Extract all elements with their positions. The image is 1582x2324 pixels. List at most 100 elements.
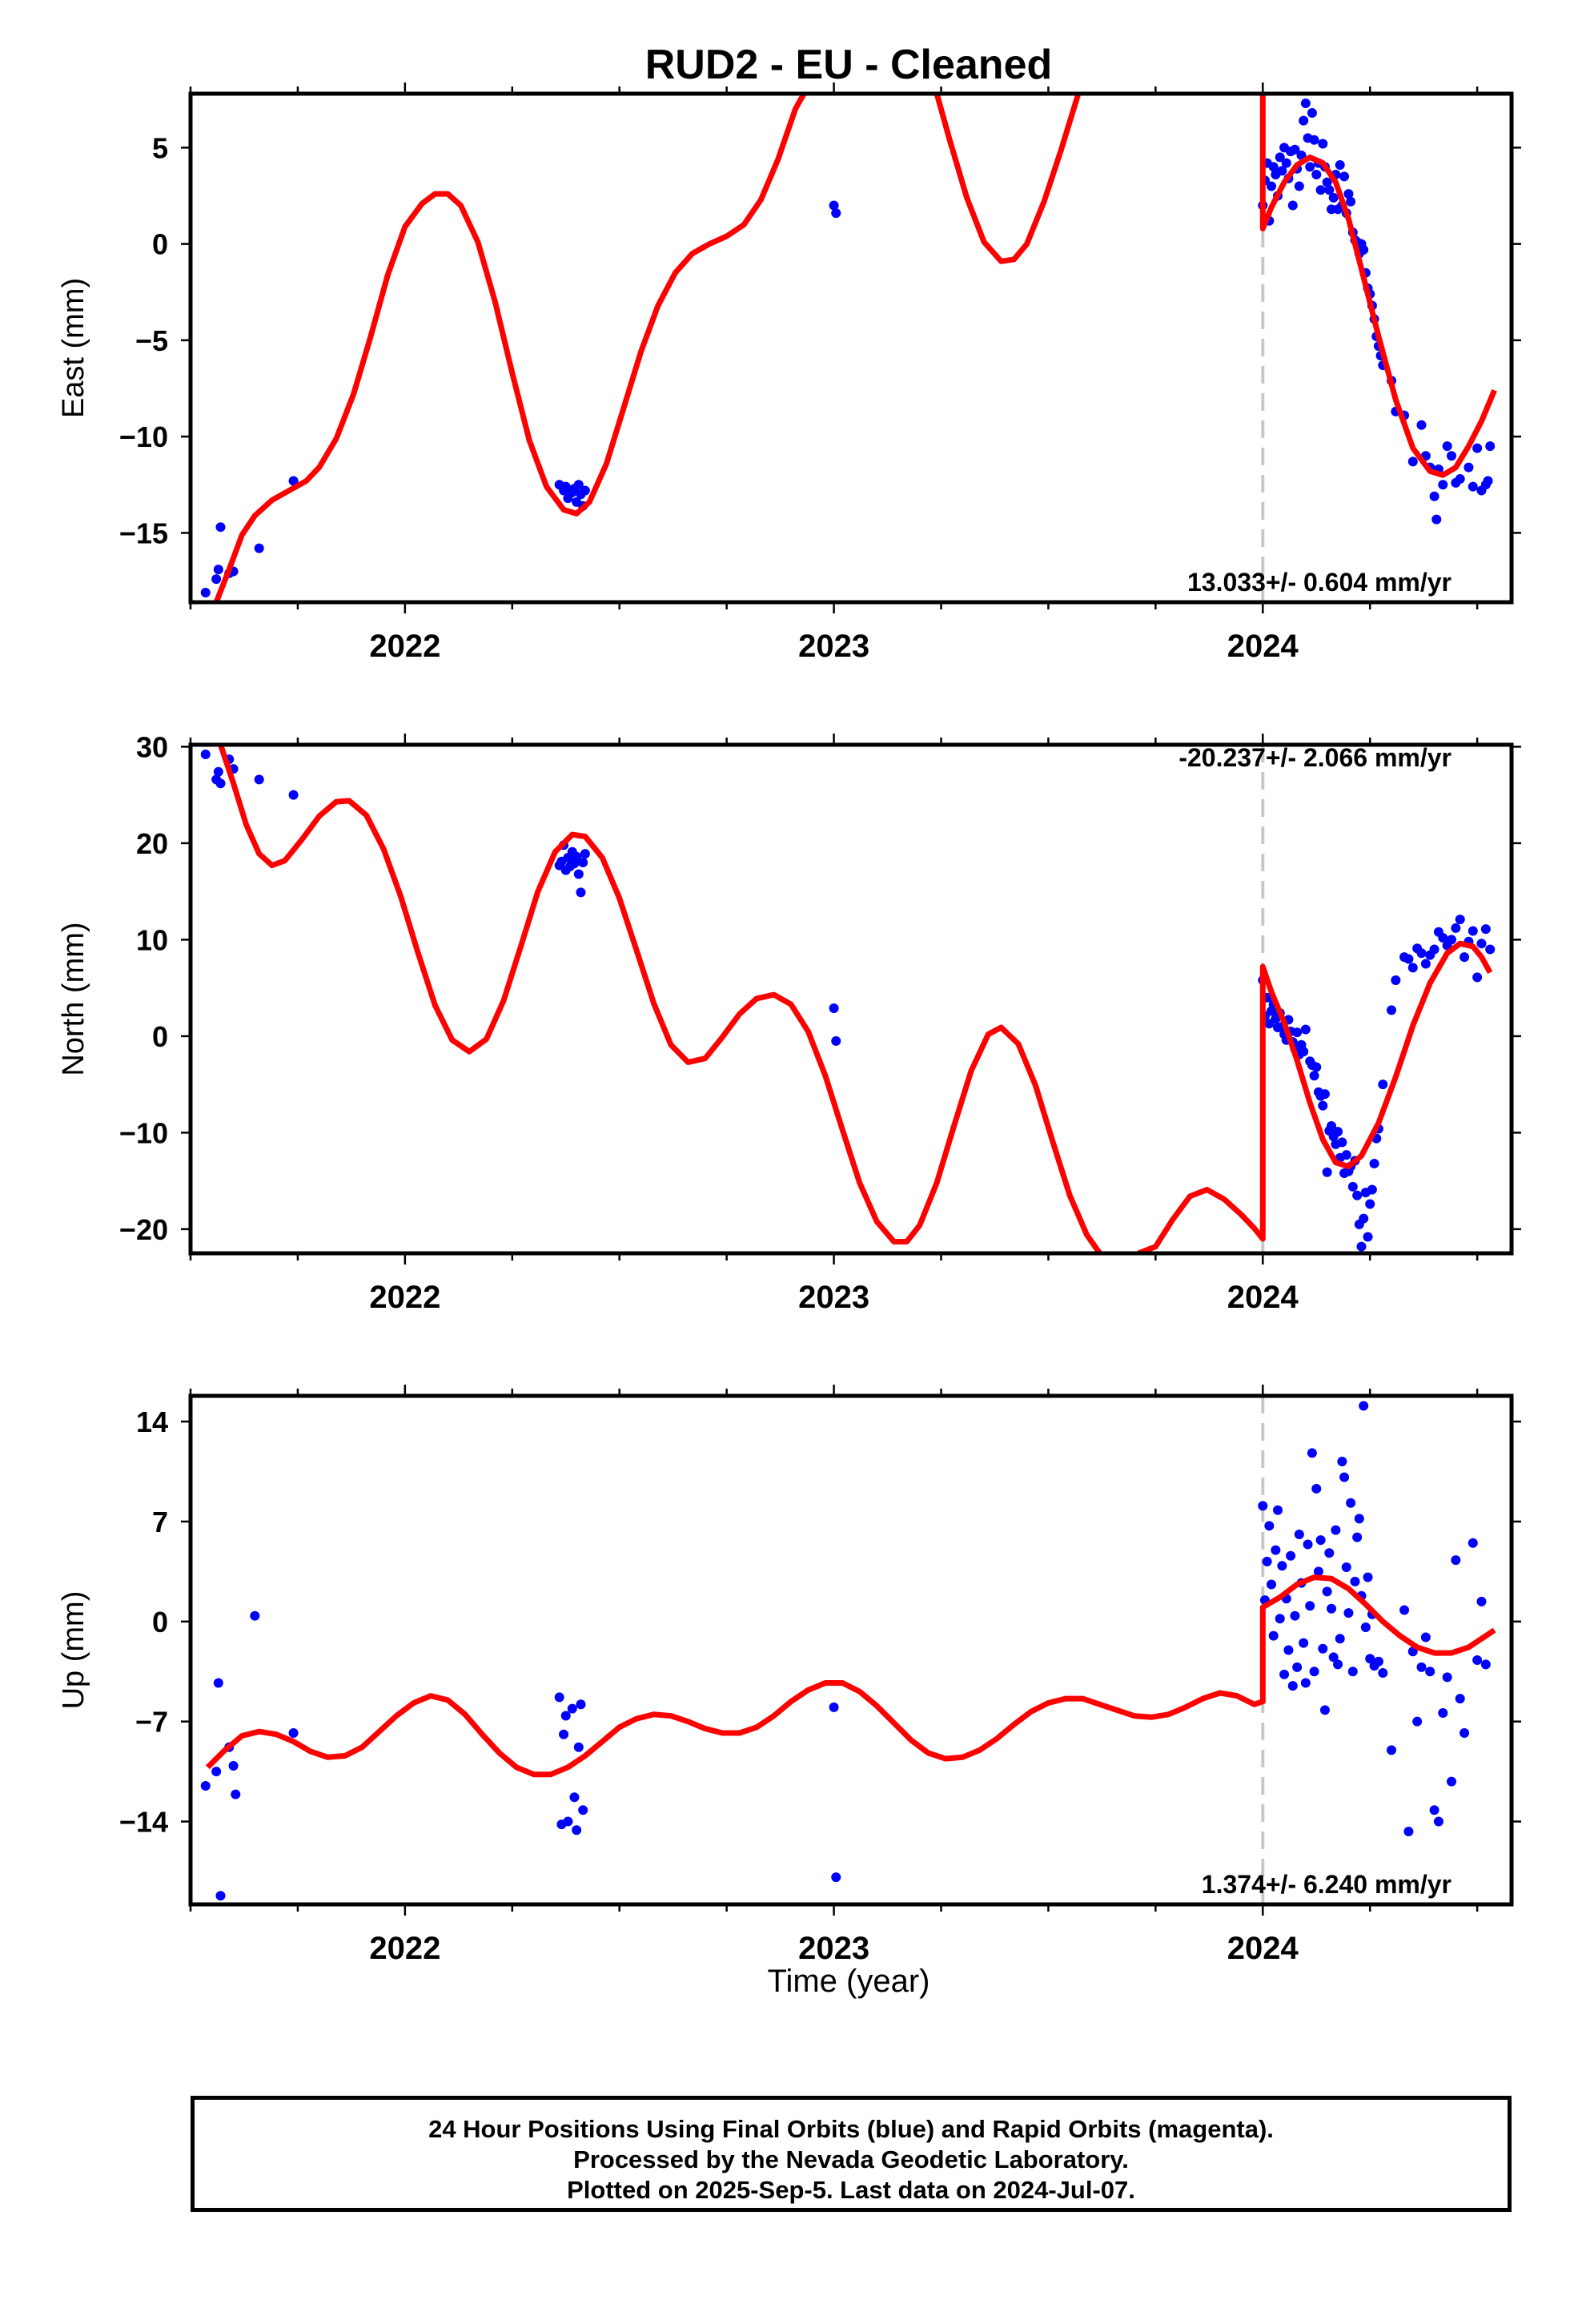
position-point <box>1359 1213 1369 1224</box>
model-curve <box>213 94 807 602</box>
y-tick-label: 0 <box>152 228 168 261</box>
position-point <box>213 565 223 575</box>
model-curve <box>1137 940 1493 1253</box>
position-point <box>1472 972 1483 983</box>
position-point <box>1290 144 1300 155</box>
position-point <box>1442 441 1452 452</box>
plot-frame <box>188 1393 1514 1907</box>
position-point <box>829 1003 839 1013</box>
position-point <box>228 1760 239 1771</box>
position-point <box>1447 451 1456 461</box>
position-point <box>1264 1521 1275 1531</box>
position-point <box>1292 1027 1303 1038</box>
position-point <box>1378 1668 1388 1679</box>
position-point <box>1275 152 1285 163</box>
position-point <box>1429 1805 1439 1815</box>
position-point <box>1365 1199 1375 1209</box>
y-tick-label: 0 <box>152 1020 168 1053</box>
position-point <box>1460 952 1470 963</box>
position-point <box>1416 1662 1427 1672</box>
y-tick-label: −10 <box>119 420 168 453</box>
position-point <box>1442 1672 1452 1683</box>
position-point <box>1305 1601 1315 1611</box>
position-point <box>1271 1545 1281 1555</box>
position-point <box>254 543 264 553</box>
y-tick-label: −7 <box>135 1706 168 1739</box>
position-point <box>1339 1472 1350 1482</box>
position-point <box>1429 944 1439 955</box>
position-point <box>1303 1539 1313 1550</box>
position-point <box>1403 954 1414 964</box>
position-point <box>1324 1548 1335 1558</box>
position-point <box>1315 185 1326 195</box>
position-point <box>1480 1659 1491 1670</box>
position-point <box>1343 1608 1354 1618</box>
position-point <box>1407 456 1418 467</box>
position-point <box>1365 1654 1375 1664</box>
y-tick-label: 30 <box>136 730 168 763</box>
position-point <box>1333 1127 1343 1137</box>
position-point <box>1318 1643 1328 1654</box>
y-tick-label: 0 <box>152 1606 168 1638</box>
position-point <box>1299 1047 1309 1057</box>
model-curve <box>1259 94 1497 478</box>
position-point <box>1387 1745 1396 1755</box>
position-point <box>1333 1659 1343 1670</box>
position-point <box>576 887 586 898</box>
position-point <box>1468 1538 1478 1548</box>
position-point <box>573 1742 584 1752</box>
position-point <box>1341 1562 1351 1573</box>
position-point <box>215 522 226 533</box>
position-point <box>1281 158 1291 168</box>
position-point <box>1327 1120 1336 1131</box>
y-tick-label: 14 <box>136 1405 168 1438</box>
y-axis-label: North (mm) <box>57 922 90 1076</box>
position-point <box>288 1727 299 1738</box>
position-point <box>200 587 211 597</box>
position-point <box>1309 135 1319 145</box>
x-tick-label: 2022 <box>369 629 440 664</box>
y-axis-label: Up (mm) <box>57 1591 90 1710</box>
chart-title: RUD2 - EU - Cleaned <box>645 42 1053 88</box>
position-point <box>1300 1024 1311 1035</box>
y-tick-label: −15 <box>119 517 168 549</box>
position-point <box>1300 1678 1311 1688</box>
position-point <box>580 485 590 496</box>
position-point <box>1341 1150 1351 1160</box>
position-point <box>1287 200 1298 211</box>
position-point <box>831 1035 841 1046</box>
position-point <box>1290 1610 1300 1621</box>
position-point <box>288 476 299 486</box>
position-point <box>1267 1579 1276 1590</box>
position-point <box>1476 939 1487 949</box>
position-point <box>254 774 264 785</box>
position-point <box>1273 1505 1283 1515</box>
position-point <box>1311 1062 1322 1072</box>
position-point <box>1313 1566 1323 1577</box>
position-point <box>1420 959 1431 969</box>
velocity-rate-label: 1.374+/- 6.240 mm/yr <box>1202 1870 1452 1899</box>
position-point <box>1339 171 1350 182</box>
position-point <box>1319 1089 1330 1100</box>
position-point <box>1360 1622 1371 1632</box>
position-point <box>1468 926 1478 936</box>
y-tick-label: −10 <box>119 1116 168 1149</box>
position-point <box>573 480 584 490</box>
position-point <box>1354 1514 1364 1524</box>
position-point <box>211 1767 222 1777</box>
position-point <box>831 208 841 219</box>
position-point <box>1485 944 1496 955</box>
position-point <box>1460 1727 1470 1738</box>
x-tick-label: 2024 <box>1227 1931 1299 1966</box>
y-axis-label: East (mm) <box>57 278 90 418</box>
x-tick-label: 2023 <box>798 629 869 664</box>
position-point <box>1472 443 1483 453</box>
position-point <box>580 849 590 859</box>
position-point <box>1309 1071 1319 1081</box>
position-point <box>1311 170 1322 180</box>
position-point <box>1480 924 1491 935</box>
position-point <box>560 1711 571 1721</box>
position-point <box>1331 1525 1341 1535</box>
position-point <box>1407 963 1418 973</box>
position-point <box>1346 196 1356 207</box>
